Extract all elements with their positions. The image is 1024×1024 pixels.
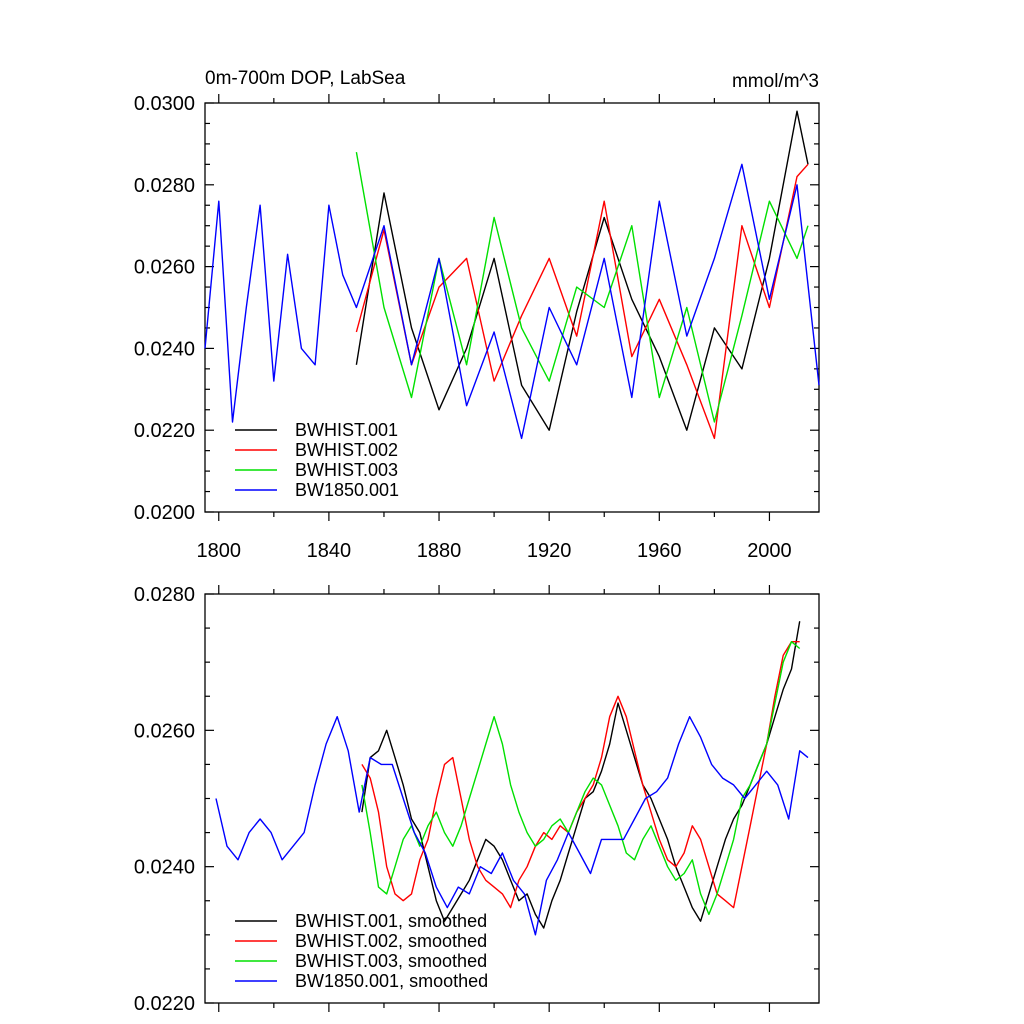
y-tick-label: 0.0280	[134, 584, 195, 606]
bottom-series-group	[215, 621, 809, 936]
top-axis-ticks: 0.0200 0.0220 0.0240 0.0260 0.0280 0.0300 1800…	[134, 93, 819, 562]
y-tick-label: 0.0200	[134, 502, 195, 524]
top-chart-units: mmol/m^3	[732, 71, 819, 92]
bottom-axis-ticks: 0.0220 0.0240 0.0260 0.0280	[134, 584, 819, 1015]
x-tick-label: 1800	[197, 540, 242, 562]
x-tick-label: 1960	[637, 540, 682, 562]
series-line-1	[361, 621, 801, 929]
legend-label: BWHIST.003, smoothed	[295, 951, 487, 971]
series-line-4	[215, 716, 809, 936]
legend-label: BWHIST.003	[295, 460, 398, 480]
y-tick-label: 0.0220	[134, 420, 195, 442]
series-line-2	[355, 163, 809, 440]
top-chart-title: 0m-700m DOP, LabSea	[205, 68, 406, 89]
series-line-1	[355, 110, 809, 431]
legend-label: BWHIST.001, smoothed	[295, 911, 487, 931]
legend-label: BWHIST.001	[295, 420, 398, 440]
series-line-2	[361, 641, 800, 909]
x-tick-label: 1920	[527, 540, 572, 562]
y-tick-label: 0.0240	[134, 857, 195, 879]
top-series-group	[204, 110, 820, 440]
y-tick-label: 0.0300	[134, 93, 195, 115]
series-line-3	[355, 151, 809, 423]
series-line-3	[361, 641, 801, 916]
x-tick-label: 1840	[307, 540, 352, 562]
y-tick-label: 0.0280	[134, 175, 195, 197]
legend-label: BW1850.001, smoothed	[295, 971, 488, 991]
x-tick-label: 2000	[747, 540, 792, 562]
y-tick-label: 0.0260	[134, 720, 195, 742]
bottom-panel: 0.0220 0.0240 0.0260 0.0280 BWHIST.001, smo…	[134, 584, 820, 1015]
y-tick-label: 0.0240	[134, 338, 195, 360]
top-panel: 0m-700m DOP, LabSea mmol/m^3 0.0200 0.022…	[134, 68, 820, 562]
legend-label: BWHIST.002	[295, 440, 398, 460]
y-tick-label: 0.0220	[134, 993, 195, 1015]
legend-label: BW1850.001	[295, 480, 399, 500]
series-line-4	[204, 163, 820, 440]
legend-label: BWHIST.002, smoothed	[295, 931, 487, 951]
x-tick-label: 1880	[417, 540, 462, 562]
y-tick-label: 0.0260	[134, 257, 195, 279]
